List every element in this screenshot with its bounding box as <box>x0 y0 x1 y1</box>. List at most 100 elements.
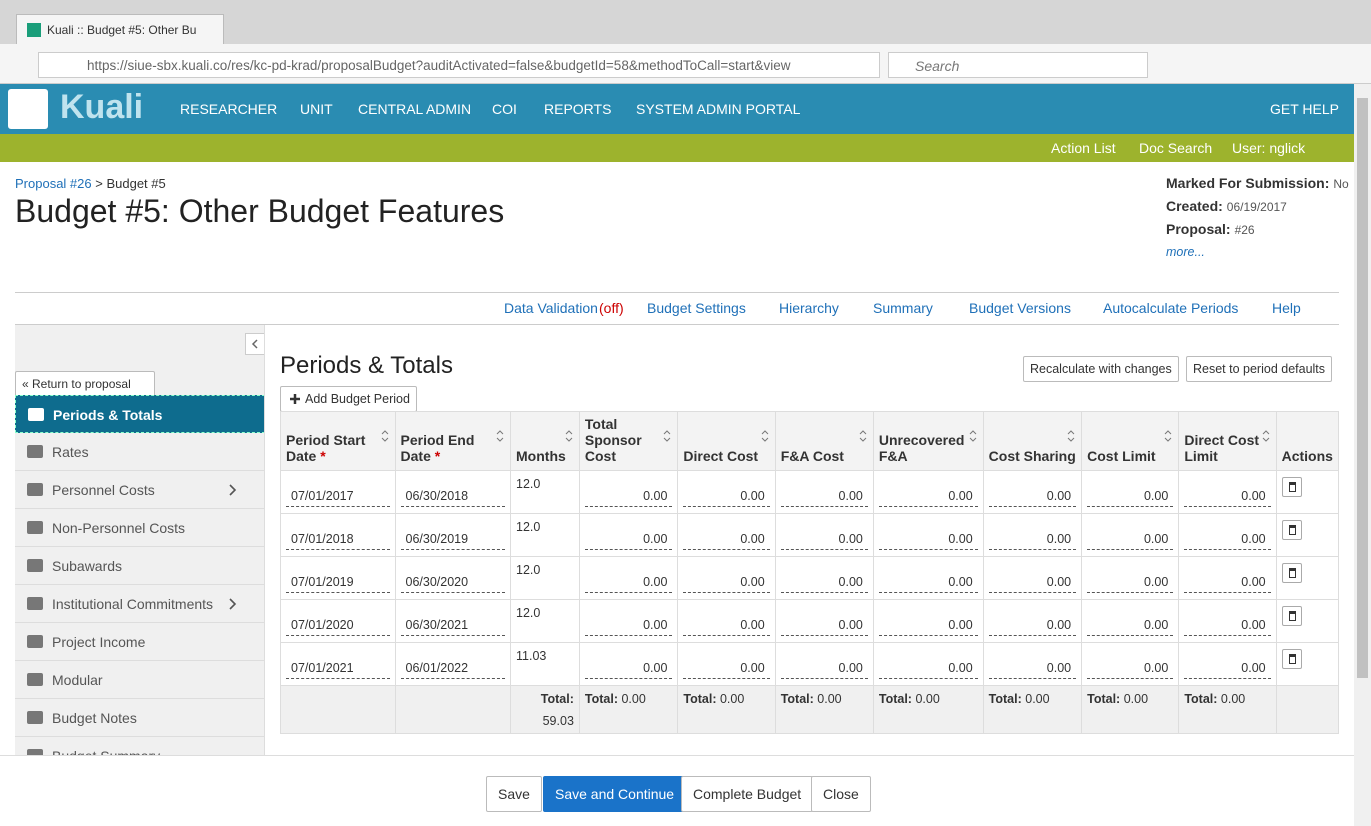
cell-input[interactable]: 06/30/2020 <box>400 575 506 593</box>
column-header[interactable]: Cost Limit <box>1081 411 1180 471</box>
column-header[interactable]: Unrecovered F&A <box>872 411 984 471</box>
cell-input[interactable]: 07/01/2017 <box>286 489 390 507</box>
cell-input[interactable]: 0.00 <box>878 661 978 679</box>
scrollbar[interactable] <box>1354 84 1371 826</box>
cell-input[interactable]: 0.00 <box>584 661 673 679</box>
sidebar-item[interactable]: Rates <box>15 433 264 471</box>
footer-button[interactable]: Complete Budget <box>681 776 814 812</box>
nav-item[interactable]: CENTRAL ADMIN <box>358 101 472 117</box>
delete-button[interactable] <box>1281 563 1302 583</box>
cell-input[interactable]: 0.00 <box>878 489 978 507</box>
cell-input[interactable]: 0.00 <box>1184 661 1271 679</box>
cell-input[interactable]: 0.00 <box>683 618 770 636</box>
cell-input[interactable]: 0.00 <box>988 532 1077 550</box>
browser-tab[interactable]: Kuali :: Budget #5: Other Bu <box>16 14 224 45</box>
cell-input[interactable]: 0.00 <box>780 575 868 593</box>
nav-item[interactable]: SYSTEM ADMIN PORTAL <box>636 101 801 117</box>
delete-button[interactable] <box>1281 477 1302 497</box>
sidebar-item[interactable]: Budget Summary <box>15 737 264 755</box>
url-field[interactable]: https://siue-sbx.kuali.co/res/kc-pd-krad… <box>38 52 880 78</box>
toolbar-item[interactable]: Budget Settings <box>647 300 746 316</box>
column-header[interactable]: Months <box>510 411 580 471</box>
column-header[interactable]: Direct Cost <box>677 411 776 471</box>
delete-button[interactable] <box>1281 606 1302 626</box>
subnav-item[interactable]: User: nglick <box>1232 140 1306 156</box>
cell-input[interactable]: 0.00 <box>683 575 770 593</box>
toolbar-item[interactable]: Summary <box>873 300 933 316</box>
get-help[interactable]: GET HELP <box>1270 101 1339 117</box>
footer-button[interactable]: Save and Continue <box>543 776 687 812</box>
cell-input[interactable]: 07/01/2021 <box>286 661 390 679</box>
cell-input[interactable]: 0.00 <box>780 618 868 636</box>
cell-input[interactable]: 06/01/2022 <box>400 661 506 679</box>
sidebar-item[interactable]: Personnel Costs <box>15 471 264 509</box>
cell-input[interactable]: 06/30/2021 <box>400 618 506 636</box>
cell-input[interactable]: 07/01/2020 <box>286 618 390 636</box>
column-header[interactable]: Direct Cost Limit <box>1178 411 1277 471</box>
logo[interactable]: Kuali <box>60 88 144 126</box>
cell-input[interactable]: 0.00 <box>584 618 673 636</box>
cell-input[interactable]: 0.00 <box>1087 661 1174 679</box>
cell-input[interactable]: 06/30/2018 <box>400 489 506 507</box>
collapse-button[interactable] <box>245 333 264 355</box>
subnav-item[interactable]: Action List <box>1051 140 1116 156</box>
sidebar-item[interactable]: Institutional Commitments <box>15 585 264 623</box>
cell-input[interactable]: 0.00 <box>1184 618 1271 636</box>
nav-item[interactable]: UNIT <box>300 101 333 117</box>
data-validation[interactable]: Data Validation <box>504 300 598 316</box>
cell-input[interactable]: 0.00 <box>988 489 1077 507</box>
breadcrumb-link[interactable]: Proposal #26 <box>15 176 92 191</box>
cell-input[interactable]: 0.00 <box>780 489 868 507</box>
column-header[interactable]: Total Sponsor Cost <box>578 411 679 471</box>
column-header[interactable]: Period End Date * <box>394 411 512 471</box>
cell-input[interactable]: 0.00 <box>1184 489 1271 507</box>
cell-input[interactable]: 0.00 <box>584 489 673 507</box>
delete-button[interactable] <box>1281 649 1302 669</box>
column-header[interactable]: F&A Cost <box>774 411 874 471</box>
cell-input[interactable]: 0.00 <box>988 575 1077 593</box>
nav-item[interactable]: REPORTS <box>544 101 612 117</box>
cell-input[interactable]: 0.00 <box>780 661 868 679</box>
more-link[interactable]: more... <box>1166 245 1205 259</box>
cell-input[interactable]: 0.00 <box>1087 532 1174 550</box>
toolbar-item[interactable]: Help <box>1272 300 1301 316</box>
column-header[interactable]: Cost Sharing <box>982 411 1083 471</box>
cell-input[interactable]: 0.00 <box>988 618 1077 636</box>
cell-input[interactable]: 0.00 <box>1184 532 1271 550</box>
footer-button[interactable]: Close <box>811 776 871 812</box>
recalculate-button[interactable]: Recalculate with changes <box>1023 356 1179 382</box>
nav-item[interactable]: RESEARCHER <box>180 101 278 117</box>
nav-item[interactable]: COI <box>492 101 517 117</box>
cell-input[interactable]: 0.00 <box>878 532 978 550</box>
cell-input[interactable]: 0.00 <box>878 575 978 593</box>
cell-input[interactable]: 0.00 <box>584 575 673 593</box>
sidebar-item[interactable]: Project Income <box>15 623 264 661</box>
cell-input[interactable]: 0.00 <box>683 489 770 507</box>
cell-input[interactable]: 0.00 <box>683 532 770 550</box>
footer-button[interactable]: Save <box>486 776 542 812</box>
cell-input[interactable]: 0.00 <box>988 661 1077 679</box>
cell-input[interactable]: 0.00 <box>683 661 770 679</box>
delete-button[interactable] <box>1281 520 1302 540</box>
cell-input[interactable]: 0.00 <box>780 532 868 550</box>
sidebar-item[interactable]: Non-Personnel Costs <box>15 509 264 547</box>
cell-input[interactable]: 0.00 <box>878 618 978 636</box>
search-field[interactable]: Search <box>888 52 1148 78</box>
toolbar-item[interactable]: Hierarchy <box>779 300 839 316</box>
cell-input[interactable]: 06/30/2019 <box>400 532 506 550</box>
return-button[interactable]: « Return to proposal <box>15 371 155 397</box>
add-period-button[interactable]: Add Budget Period <box>280 386 417 412</box>
toolbar-item[interactable]: Autocalculate Periods <box>1103 300 1239 316</box>
cell-input[interactable]: 0.00 <box>1087 618 1174 636</box>
cell-input[interactable]: 07/01/2018 <box>286 532 390 550</box>
toolbar-item[interactable]: Budget Versions <box>969 300 1071 316</box>
cell-input[interactable]: 0.00 <box>1087 489 1174 507</box>
column-header[interactable]: Period Start Date * <box>280 411 396 471</box>
cell-input[interactable]: 0.00 <box>584 532 673 550</box>
cell-input[interactable]: 0.00 <box>1184 575 1271 593</box>
cell-input[interactable]: 0.00 <box>1087 575 1174 593</box>
sidebar-item[interactable]: Modular <box>15 661 264 699</box>
reset-button[interactable]: Reset to period defaults <box>1186 356 1333 382</box>
sidebar-item[interactable]: Budget Notes <box>15 699 264 737</box>
sidebar-item[interactable]: Periods & Totals <box>15 395 264 433</box>
